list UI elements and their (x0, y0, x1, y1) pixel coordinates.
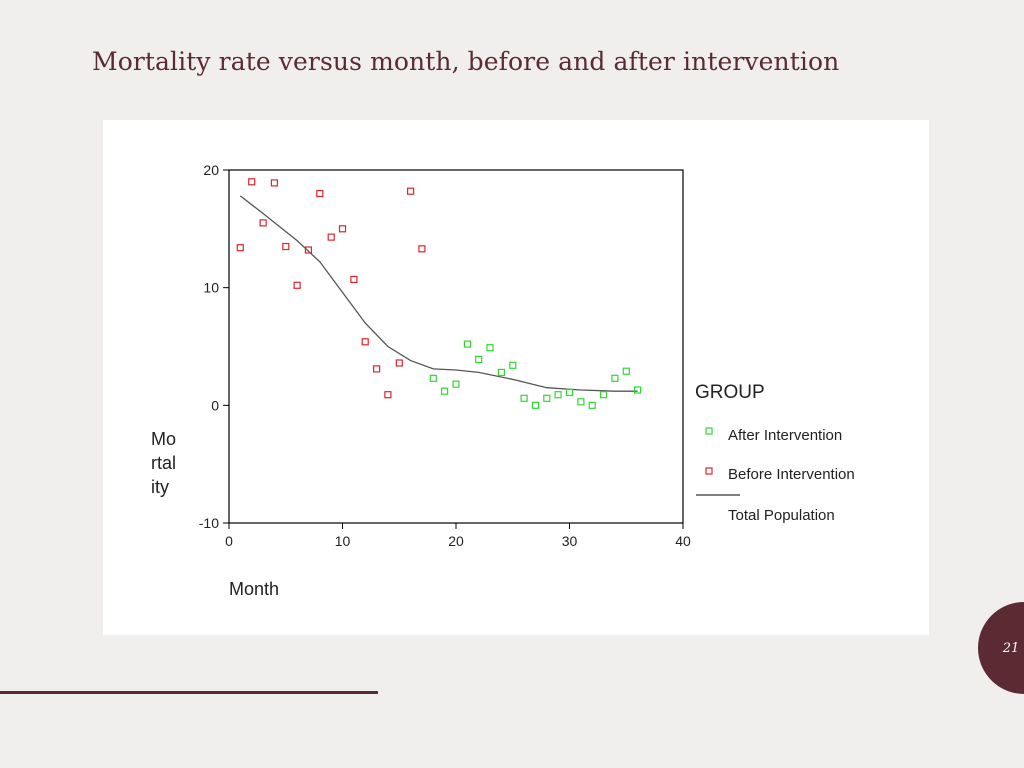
x-tick-label: 0 (225, 533, 233, 549)
point-before (282, 242, 290, 251)
point-before (361, 338, 369, 346)
slide-title: Mortality rate versus month, before and … (92, 47, 840, 76)
y-axis-label-line: Mo (151, 429, 176, 449)
y-tick-label: 0 (211, 397, 219, 413)
x-tick-label: 10 (335, 533, 351, 549)
chart-panel: Mo rtal ity Month -10 0 10 20 0 10 20 30 40 GROUP … (103, 120, 929, 635)
x-tick-label: 40 (675, 533, 691, 549)
legend-label-after: After Intervention (728, 427, 842, 444)
point-before (236, 244, 244, 252)
point-before (248, 178, 256, 186)
point-after (429, 374, 437, 382)
point-after (543, 394, 551, 402)
y-tick-label: 20 (203, 162, 219, 178)
point-before (304, 246, 312, 254)
point-after (463, 340, 471, 348)
axis-ticks: -10 0 10 20 0 10 20 30 40 (199, 162, 691, 549)
y-axis-label-line: rtal (151, 453, 176, 473)
point-before (350, 275, 358, 283)
point-after (633, 386, 642, 394)
point-after (452, 380, 460, 388)
y-tick-label: -10 (199, 515, 219, 531)
total-population-line (239, 195, 638, 392)
point-before (270, 179, 278, 187)
y-axis-label-line: ity (151, 477, 169, 497)
y-axis-label: Mo rtal ity (151, 429, 176, 497)
x-tick-label: 20 (448, 533, 464, 549)
legend-title: GROUP (695, 382, 765, 403)
point-before (418, 245, 426, 253)
point-after (509, 361, 517, 369)
legend: GROUP After Intervention Before Interven… (695, 382, 855, 524)
legend-marker-before (705, 467, 713, 475)
point-after (599, 391, 608, 399)
point-after (486, 344, 494, 352)
point-after (441, 387, 449, 395)
page-number: 21 (1002, 641, 1020, 656)
x-tick-label: 30 (562, 533, 578, 549)
legend-label-total: Total Population (728, 507, 835, 524)
point-after (588, 401, 596, 409)
point-before (293, 281, 301, 289)
legend-marker-after (705, 427, 713, 435)
point-after (622, 367, 630, 375)
point-after (497, 368, 505, 376)
point-after (577, 398, 585, 406)
plot-frame (228, 169, 684, 524)
point-before (316, 189, 324, 198)
bottom-rule (0, 691, 378, 694)
point-after (611, 374, 619, 382)
point-after (531, 401, 540, 409)
total-population-line-layer (239, 195, 638, 392)
point-before (338, 225, 347, 233)
point-after (520, 394, 528, 402)
scatter-chart: Mo rtal ity Month -10 0 10 20 0 10 20 30 40 GROUP … (151, 162, 855, 599)
y-tick-label: 10 (203, 280, 219, 296)
point-after (554, 391, 562, 399)
legend-label-before: Before Intervention (728, 466, 855, 483)
point-before (407, 187, 415, 195)
data-points (236, 178, 642, 409)
point-before (395, 359, 403, 367)
point-after (565, 388, 574, 396)
point-before (327, 233, 335, 241)
point-before (259, 219, 267, 227)
point-before (384, 391, 392, 399)
x-axis-label: Month (229, 579, 279, 599)
point-after (475, 355, 483, 363)
point-before (373, 365, 381, 373)
